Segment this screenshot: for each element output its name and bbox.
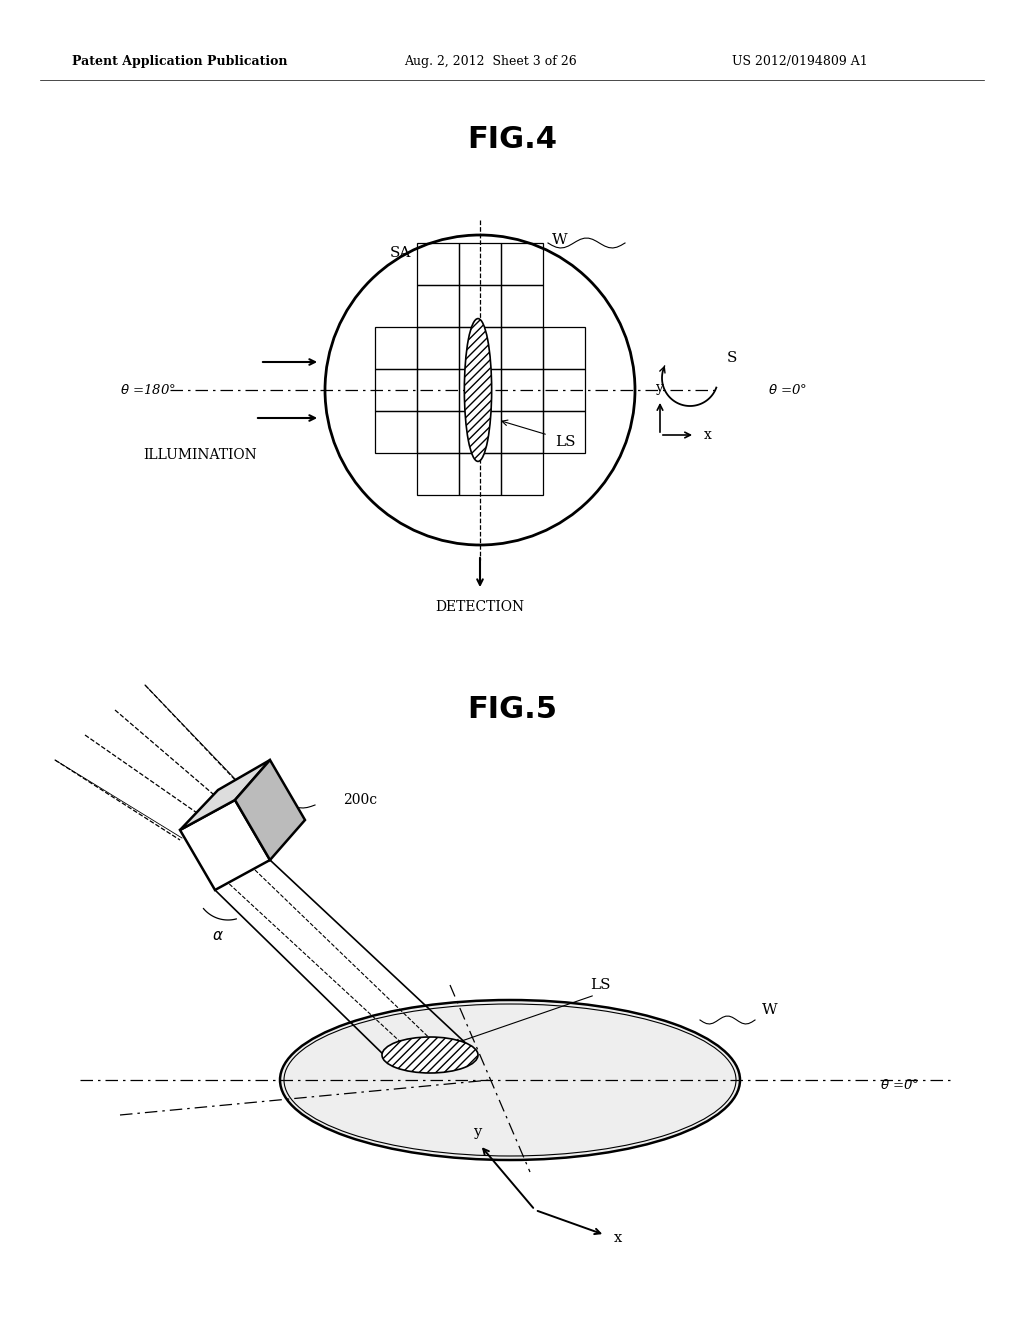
Bar: [417, 370, 459, 411]
Bar: [459, 411, 501, 453]
Text: $\theta$ =180°: $\theta$ =180°: [120, 383, 176, 397]
Bar: [459, 243, 501, 285]
Bar: [375, 370, 417, 411]
Bar: [543, 327, 585, 370]
Text: $\alpha$: $\alpha$: [212, 929, 224, 942]
Text: W: W: [762, 1003, 778, 1016]
Bar: [459, 370, 501, 411]
Bar: [501, 327, 543, 370]
Text: Aug. 2, 2012  Sheet 3 of 26: Aug. 2, 2012 Sheet 3 of 26: [403, 55, 577, 69]
Bar: [375, 411, 417, 453]
Text: x: x: [705, 428, 712, 442]
Bar: [543, 411, 585, 453]
Polygon shape: [180, 760, 270, 830]
Polygon shape: [180, 800, 270, 890]
Text: LS: LS: [555, 436, 575, 449]
Bar: [417, 327, 459, 370]
Text: y: y: [656, 381, 664, 395]
Bar: [417, 285, 459, 327]
Bar: [459, 285, 501, 327]
Text: DETECTION: DETECTION: [435, 601, 524, 614]
Text: $\theta$ =0°: $\theta$ =0°: [768, 383, 808, 397]
Bar: [417, 453, 459, 495]
Text: US 2012/0194809 A1: US 2012/0194809 A1: [732, 55, 868, 69]
Text: FIG.5: FIG.5: [467, 696, 557, 725]
Text: FIG.4: FIG.4: [467, 125, 557, 154]
Bar: [543, 370, 585, 411]
Bar: [501, 285, 543, 327]
Text: y: y: [473, 1125, 481, 1139]
Text: W: W: [552, 234, 568, 247]
Bar: [459, 453, 501, 495]
Bar: [417, 411, 459, 453]
Text: 200c: 200c: [343, 793, 377, 807]
Bar: [417, 243, 459, 285]
Text: S: S: [727, 351, 737, 366]
Bar: [501, 411, 543, 453]
Ellipse shape: [382, 1038, 478, 1073]
Bar: [459, 327, 501, 370]
Bar: [501, 243, 543, 285]
Ellipse shape: [464, 318, 492, 462]
Bar: [501, 370, 543, 411]
Text: Patent Application Publication: Patent Application Publication: [73, 55, 288, 69]
Text: ILLUMINATION: ILLUMINATION: [143, 447, 257, 462]
Text: x: x: [613, 1232, 623, 1245]
Bar: [501, 453, 543, 495]
Polygon shape: [234, 760, 305, 861]
Bar: [375, 327, 417, 370]
Text: SA: SA: [389, 246, 411, 260]
Text: LS: LS: [590, 978, 610, 993]
Text: $\theta$ =0°: $\theta$ =0°: [881, 1078, 920, 1092]
Ellipse shape: [280, 1001, 740, 1160]
